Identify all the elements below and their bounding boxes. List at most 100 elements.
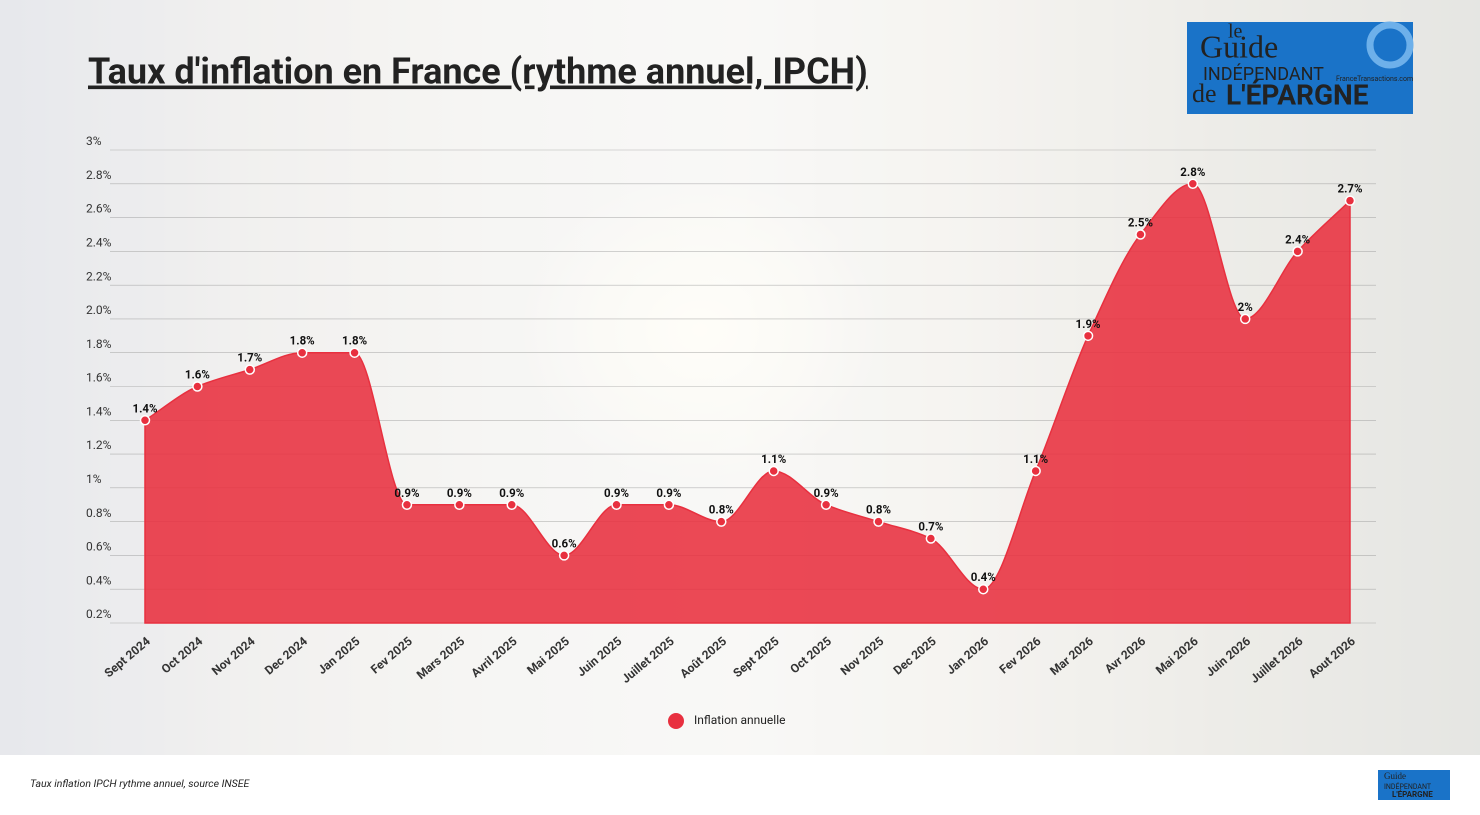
logo-text: INDÉPENDANT [1203,63,1324,85]
logo-small: Guide INDÉPENDANT L'ÉPARGNE [1378,770,1450,800]
data-point [506,499,517,510]
legend-label: Inflation annuelle [694,713,785,727]
data-point [611,499,622,510]
x-tick-label: Fev 2025 [368,634,415,677]
logo-text: FranceTransactions.com [1336,75,1413,83]
data-label: 0.8% [709,503,734,517]
y-tick-label: 0.6% [86,540,112,554]
data-point [139,415,151,426]
logo-text: de [1192,79,1217,108]
data-label: 0.9% [447,486,472,500]
y-tick-label: 1.4% [86,404,112,418]
x-tick-label: Mai 2026 [1153,634,1201,677]
data-label: 1.1% [1023,452,1048,466]
data-point [1082,330,1094,342]
data-label: 0.6% [552,536,577,550]
x-tick-label: Dec 2024 [262,634,310,678]
y-tick-label: 2.8% [86,168,112,182]
logo-text: L'ÉPARGNE [1392,790,1433,799]
data-point [978,583,989,595]
x-tick-label: Juillet 2025 [619,634,677,686]
data-label: 0.4% [971,570,996,584]
data-point [663,499,675,510]
data-point [820,499,832,510]
logo-box [1378,770,1450,800]
y-tick-label: 2.6% [86,202,112,216]
legend-marker [668,713,684,729]
x-tick-label: Jan 2025 [315,634,363,677]
data-label: 2% [1238,300,1253,314]
x-tick-label: Dec 2025 [891,634,939,678]
x-tick-label: Juillet 2026 [1248,634,1306,686]
data-point [454,499,465,510]
data-label: 0.9% [656,486,681,500]
data-point [349,347,360,358]
data-point [1030,465,1041,477]
y-tick-label: 2.2% [86,269,112,283]
y-tick-label: 1.2% [86,438,112,452]
x-tick-label: Sept 2024 [102,634,153,680]
data-label: 1.7% [237,351,262,365]
logo-text: INDÉPENDANT [1384,782,1432,791]
y-tick-label: 1.8% [86,337,112,351]
y-tick-label: 3% [86,134,102,148]
x-tick-label: Nov 2024 [209,634,258,678]
y-tick-label: 1% [86,472,102,486]
x-tick-label: Jan 2026 [944,634,992,677]
y-tick-label: 0.4% [86,573,112,587]
data-point [768,465,779,477]
data-label: 1.8% [290,334,315,348]
logo-text: le [1228,21,1243,43]
data-point [1187,178,1199,190]
data-label: 0.8% [866,503,891,517]
data-label: 0.7% [918,520,943,534]
data-point [873,516,884,527]
data-label: 2.4% [1285,232,1310,246]
data-label: 1.6% [185,368,210,382]
data-point [1239,313,1251,325]
y-tick-label: 1.6% [86,371,112,385]
y-tick-label: 0.2% [86,607,112,621]
data-point [192,381,203,392]
chart-title: Taux d'inflation en France (rythme annue… [88,51,868,93]
logo-text: Guide [1384,771,1406,781]
x-tick-label: Mars 2025 [414,634,468,682]
data-label: 0.9% [604,486,629,500]
logo: le Guide INDÉPENDANT FranceTransactions.… [1187,21,1414,114]
x-tick-label: Juin 2026 [1203,634,1253,679]
data-label: 2.8% [1180,165,1205,179]
x-tick-label: Fev 2026 [997,634,1044,677]
data-label: 2.7% [1337,182,1362,196]
data-label: 0.9% [499,486,524,500]
data-label: 1.1% [761,452,786,466]
data-label: 1.4% [132,401,157,415]
x-tick-label: Oct 2025 [787,634,834,676]
area [144,183,1351,624]
data-point [1135,229,1146,240]
data-point [925,533,937,544]
x-tick-label: Sept 2025 [730,634,781,680]
data-label: 0.9% [394,486,419,500]
data-point [244,364,256,375]
x-tick-label: Mai 2025 [524,634,572,677]
logo-text: L'ÉPARGNE [1226,78,1369,111]
data-label: 2.5% [1128,215,1153,229]
data-point [1292,246,1303,257]
data-label: 0.9% [814,486,839,500]
data-point [401,499,413,510]
data-label: 1.8% [342,334,367,348]
y-tick-label: 2.4% [86,236,112,250]
data-point [1344,195,1356,206]
logo-text: Guide [1200,28,1278,64]
x-tick-label: Avr 2026 [1102,634,1148,676]
x-tick-label: Oct 2024 [159,634,206,676]
y-tick-label: 2.0% [86,303,112,317]
x-tick-label: Nov 2025 [838,634,887,678]
x-tick-label: Août 2025 [677,634,729,681]
data-label: 1.9% [1076,317,1101,331]
data-point [296,347,308,358]
x-tick-label: Avril 2025 [468,634,519,680]
x-tick-label: Juin 2025 [574,634,624,679]
